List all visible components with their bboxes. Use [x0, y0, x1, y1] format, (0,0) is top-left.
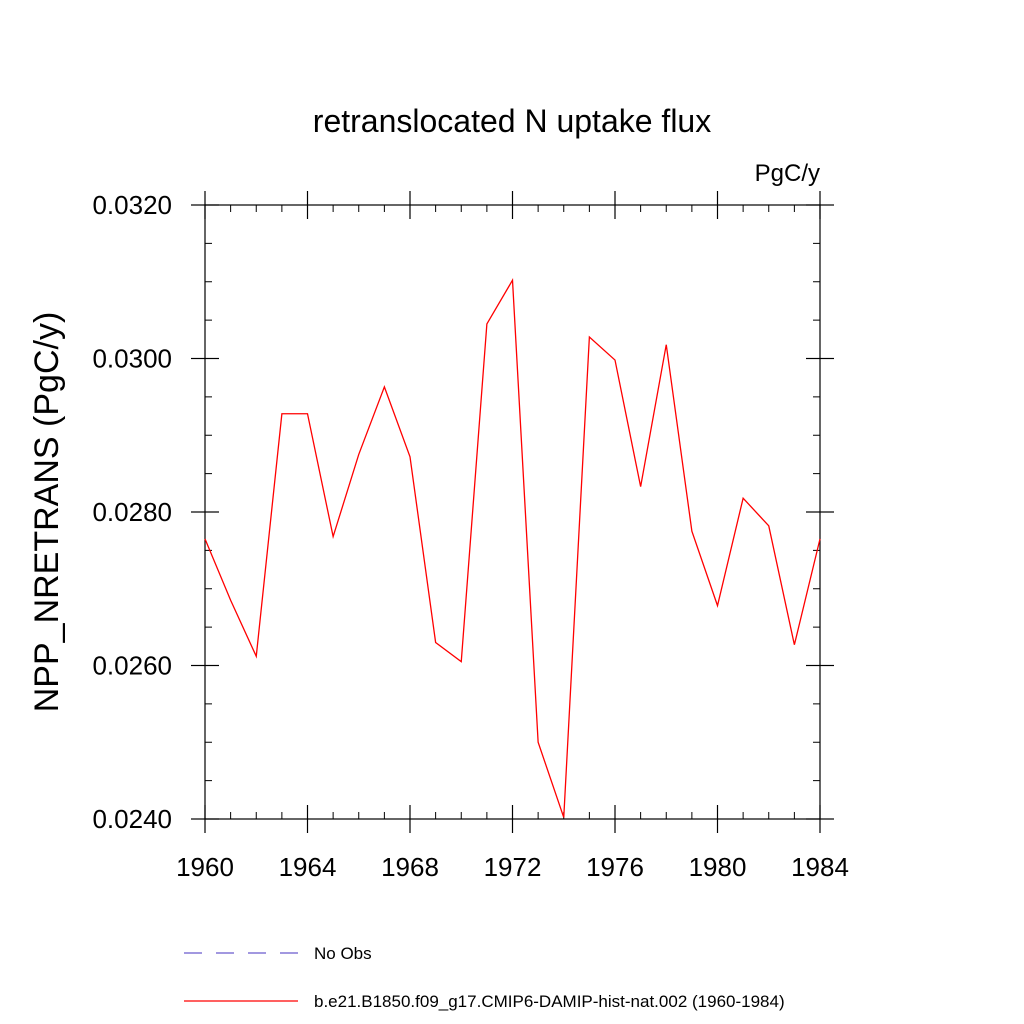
x-tick-label: 1972	[484, 852, 542, 882]
axis-tick-labels: 1960 1964 1968 1972 1976 1980 1984 0.0240 0.0260…	[92, 190, 848, 882]
legend-label: b.e21.B1850.f09_g17.CMIP6-DAMIP-hist-nat…	[314, 992, 785, 1011]
y-tick-label: 0.0280	[92, 497, 172, 527]
chart-title: retranslocated N uptake flux	[313, 103, 711, 139]
plot-frame	[204, 204, 821, 820]
y-tick-label: 0.0240	[92, 804, 172, 834]
axis-ticks	[191, 191, 834, 833]
units-label: PgC/y	[755, 160, 820, 187]
series-layer	[204, 278, 821, 818]
y-tick-label: 0.0320	[92, 190, 172, 220]
x-tick-label: 1968	[381, 852, 439, 882]
x-tick-label: 1960	[176, 852, 234, 882]
y-tick-label: 0.0260	[92, 651, 172, 681]
x-tick-label: 1964	[279, 852, 337, 882]
x-tick-label: 1976	[586, 852, 644, 882]
y-axis-label: NPP_NRETRANS (PgC/y)	[28, 312, 66, 713]
y-tick-label: 0.0300	[92, 344, 172, 374]
x-tick-label: 1984	[791, 852, 849, 882]
series-line	[204, 278, 821, 818]
x-tick-label: 1980	[689, 852, 747, 882]
legend: No Obs b.e21.B1850.f09_g17.CMIP6-DAMIP-hi…	[184, 944, 785, 1011]
legend-label: No Obs	[314, 944, 372, 963]
